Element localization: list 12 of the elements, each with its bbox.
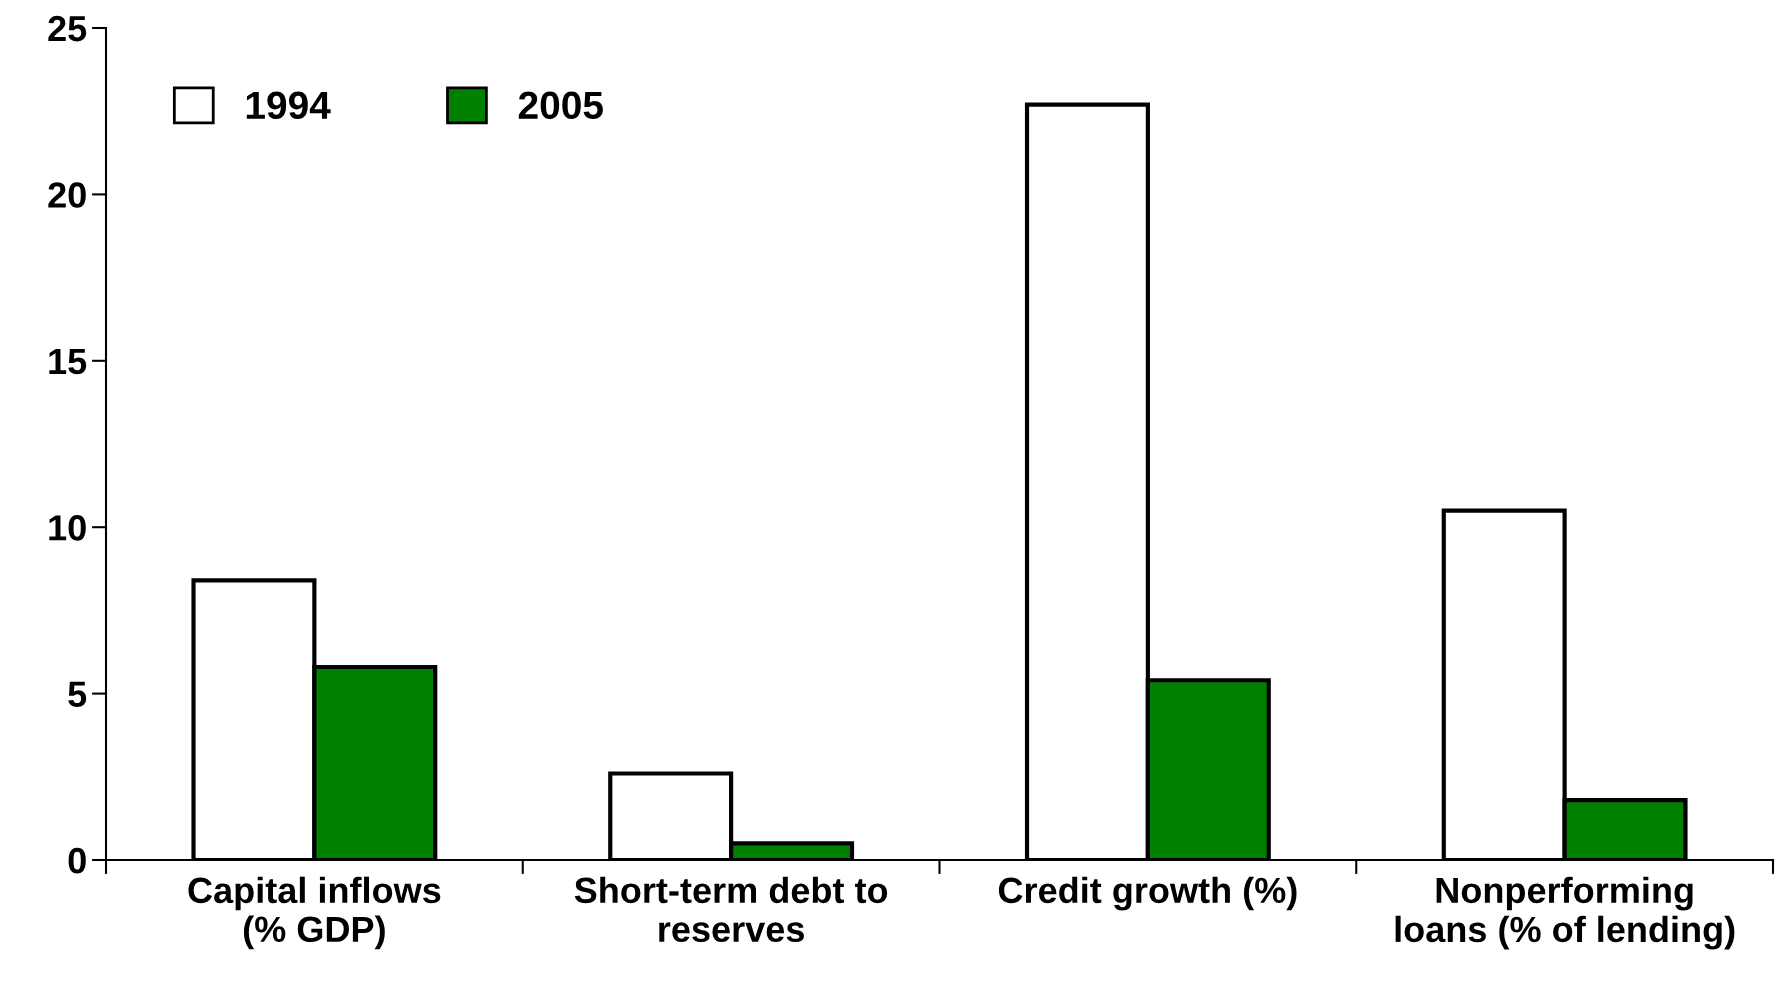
x-tick-label: Credit growth (%) [998,876,1297,911]
y-tick-label: 20 [48,182,86,208]
x-tick-label: Nonperforming loans (% of lending) [1395,876,1735,950]
y-tick-label: 5 [68,681,87,708]
y-tick-label: 0 [68,847,86,874]
legend-label: 1994 [246,91,331,120]
y-tick-label: 25 [48,15,87,42]
x-tick-label: Capital inflows (% GDP) [188,876,441,950]
y-tick-label: 15 [49,349,87,375]
x-tick-label: Short-term debt to reserves [574,876,888,943]
y-tick-label: 10 [49,515,86,541]
legend-label: 2005 [518,91,603,120]
